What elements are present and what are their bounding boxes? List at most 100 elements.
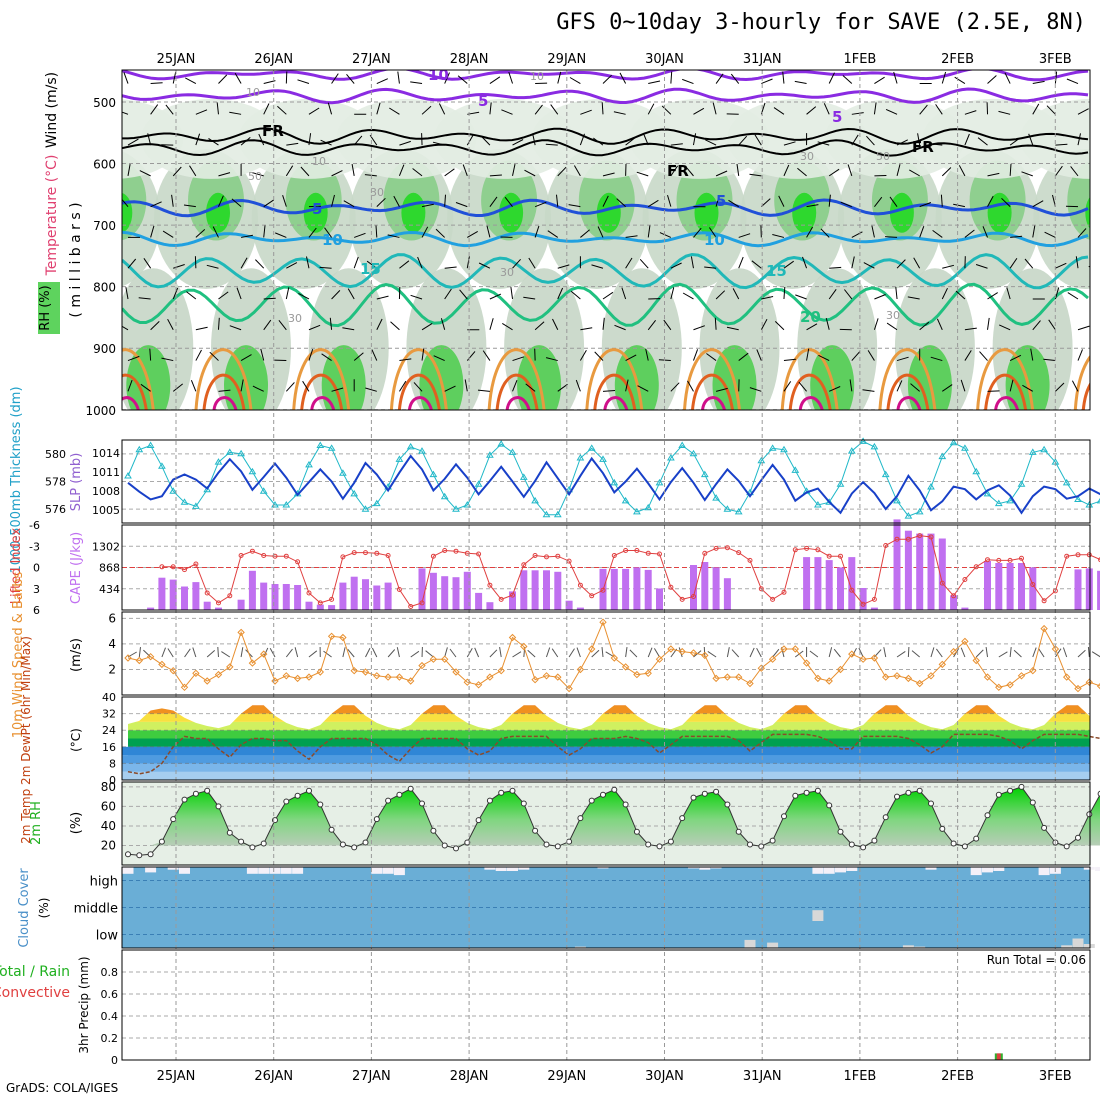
thickness-point [961, 444, 969, 451]
wind-barb [941, 167, 952, 177]
wind-barb-10m [527, 649, 536, 658]
rh-point [249, 844, 256, 851]
cape-bar [339, 582, 347, 610]
dewpoint-line [127, 733, 1100, 775]
cape-bar [452, 577, 460, 610]
thickness-point [158, 462, 166, 469]
wind-barb [172, 71, 177, 84]
temp-contour [122, 87, 1089, 105]
wind-barb [998, 110, 1011, 115]
wind-barb [231, 198, 242, 208]
wind-barb [512, 356, 525, 362]
thickness-point [452, 505, 460, 512]
thickness-line [127, 440, 1100, 517]
wind-speed-point [554, 673, 562, 681]
wind-barb [1021, 171, 1033, 177]
wind-barb-10m [1032, 647, 1037, 658]
wind-barb-10m [907, 646, 910, 658]
lifted-index-point [396, 587, 402, 592]
cloud-bar [1038, 867, 1050, 876]
thickness-point [972, 467, 981, 475]
cape-tick: 434 [99, 583, 120, 596]
wind-barb [552, 318, 559, 330]
slp-line [127, 454, 1100, 515]
wind-barb [229, 111, 242, 115]
wind-barb [670, 287, 675, 300]
wind-barb [802, 256, 808, 269]
wind-barb-10m [576, 647, 581, 658]
wind-barb-10m [985, 647, 989, 658]
wind-barb [413, 382, 423, 392]
wind-speed-point [214, 670, 223, 679]
wind-barb [376, 318, 383, 330]
lifted-index-point [238, 553, 244, 558]
date-label-bottom: 1FEB [843, 1069, 876, 1084]
wind-barb [828, 289, 837, 300]
thickness-point [644, 503, 653, 511]
wind-barb [489, 318, 494, 330]
wind-barb [331, 73, 339, 84]
temp-contour-hottest [1093, 398, 1100, 410]
wind-barb [871, 225, 875, 238]
wind-barb-10m [285, 648, 293, 658]
wind-speed-point [327, 632, 336, 641]
cape-bar [169, 579, 177, 610]
wind-barb [208, 137, 219, 146]
contour-label: 5 [716, 192, 726, 210]
axis-title-temp2m: 2m Temp 2m DewPt (6hr Min/Max) [19, 636, 33, 844]
thickness-point [599, 455, 607, 462]
wind-barb [482, 350, 491, 361]
wind-barb [874, 196, 883, 207]
wind-barb [749, 173, 762, 177]
lifted-index-point [1019, 555, 1024, 561]
wind-barb [706, 353, 717, 361]
wind-barb [1030, 348, 1034, 361]
rh-point [475, 817, 482, 824]
contour-label: 15 [360, 260, 381, 278]
wind-barb [749, 387, 762, 392]
wind-speed-point [520, 642, 528, 651]
thickness-point [372, 499, 381, 507]
wind-barb-10m [851, 647, 857, 658]
wind-barb [817, 141, 830, 146]
rh-point [973, 835, 980, 842]
wind-barb [366, 260, 378, 269]
thickness-point [192, 502, 200, 509]
temp-contour-warm [585, 348, 644, 410]
rh-point [385, 797, 392, 804]
contour-label: 30 [500, 266, 514, 279]
precip-tick: 0.8 [101, 966, 119, 979]
slp-tick: 1011 [92, 466, 120, 479]
wind-barb-10m [998, 651, 1008, 658]
lifted-index-point [1075, 552, 1081, 558]
thickness-point [893, 496, 901, 504]
wind-speed-point [350, 666, 358, 675]
wind-barb [444, 194, 446, 207]
wind-barb [143, 258, 152, 269]
precip-tick: 0.2 [101, 1032, 119, 1045]
wind-barb-10m [512, 651, 522, 658]
lifted-index-point [521, 562, 527, 568]
wind-barb-10m [184, 648, 191, 658]
wind-barb [438, 103, 446, 115]
wind-barb [715, 290, 726, 300]
thickness-point [768, 444, 777, 451]
wind-barb-10m [269, 648, 276, 658]
wind-barb [457, 75, 468, 84]
thickness-point [870, 442, 879, 450]
pressure-tick: 800 [93, 281, 116, 295]
wind-barb [489, 174, 502, 177]
contour-label: 50 [876, 150, 890, 163]
axis-title-rh2m-units: (%) [69, 812, 84, 835]
lifted-index-point [623, 548, 629, 553]
wind-speed-point [836, 665, 845, 674]
temp-contour-warm [780, 348, 839, 410]
cape-bar [656, 588, 663, 610]
temp-contour-warm [292, 348, 351, 410]
wind-barb [818, 354, 830, 362]
wind-barb [1032, 103, 1040, 115]
lifted-index-point [634, 548, 640, 553]
cape-bar [282, 584, 290, 610]
wind-barb [783, 164, 790, 177]
contour-label: 10 [428, 66, 449, 84]
